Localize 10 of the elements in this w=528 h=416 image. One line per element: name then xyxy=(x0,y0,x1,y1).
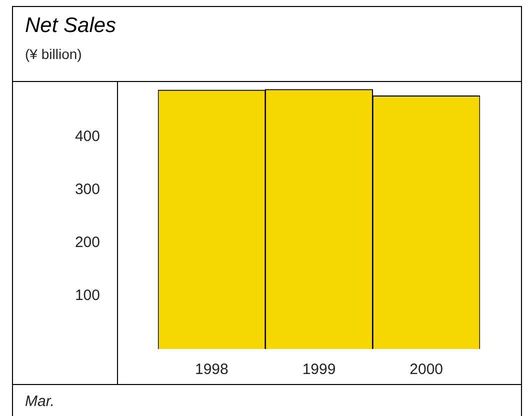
chart-subtitle: (¥ billion) xyxy=(25,46,82,62)
y-tick-label: 300 xyxy=(74,180,100,198)
chart-title: Net Sales xyxy=(25,14,116,38)
x-tick-label: 2000 xyxy=(410,361,444,378)
y-tick-label: 400 xyxy=(74,128,100,145)
x-axis-title: Mar. xyxy=(25,393,54,410)
x-tick-label: 1998 xyxy=(194,361,228,378)
x-tick-label: 1999 xyxy=(302,361,336,378)
y-tick-label: 200 xyxy=(74,234,100,251)
y-tick-label: 100 xyxy=(74,287,100,304)
